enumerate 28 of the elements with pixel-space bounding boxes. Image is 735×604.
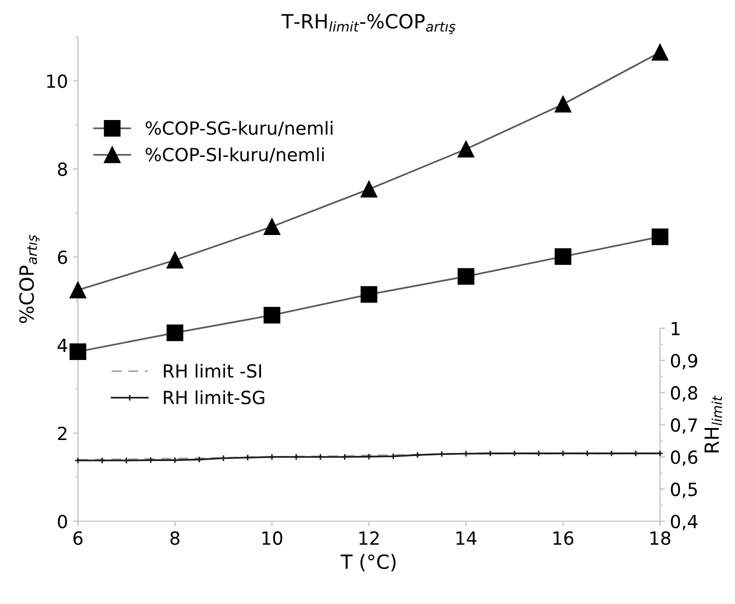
y2-tick-label: 0,7	[670, 418, 697, 434]
x-tick-label: 6	[73, 531, 83, 545]
y-tick-label: 0	[58, 514, 67, 528]
legend-label: %COP-SI-kuru/nemli	[146, 147, 324, 163]
y2-tick-label: 0,9	[670, 354, 698, 370]
y2-tick-label: 0,8	[670, 386, 698, 402]
y2-tick-label: 0,5	[670, 482, 697, 498]
x-tick-label: 10	[262, 531, 282, 545]
legend-label: RH limit -SI	[164, 364, 262, 378]
legend-label: %COP-SG-kuru/nemli	[146, 120, 332, 136]
x-tick-label: 16	[554, 531, 574, 545]
legend-label: RH limit-SG	[164, 390, 264, 404]
x-axis-title: T (°C)	[340, 554, 396, 572]
y-tick-label: 4	[58, 338, 68, 352]
x-tick-label: 18	[650, 531, 670, 545]
x-tick-label: 14	[456, 532, 476, 545]
y2-axis-title: RH$_{limit}$	[704, 396, 722, 452]
x-tick-label: 8	[170, 531, 180, 545]
chart-title: T-RH$_{limit}$-%COP$_{artış}$	[282, 14, 456, 34]
y2-tick-label: 1	[672, 322, 680, 336]
y-tick-label: 8	[58, 162, 67, 176]
y-axis-title: %COP$_{artış}$	[19, 234, 40, 323]
y-tick-label: 6	[58, 250, 68, 264]
y2-tick-label: 0,6	[670, 450, 698, 466]
y-tick-label: 10	[47, 74, 67, 88]
y2-tick-label: 0,4	[670, 514, 698, 530]
y-tick-label: 2	[58, 426, 66, 440]
x-tick-label: 12	[359, 531, 379, 545]
